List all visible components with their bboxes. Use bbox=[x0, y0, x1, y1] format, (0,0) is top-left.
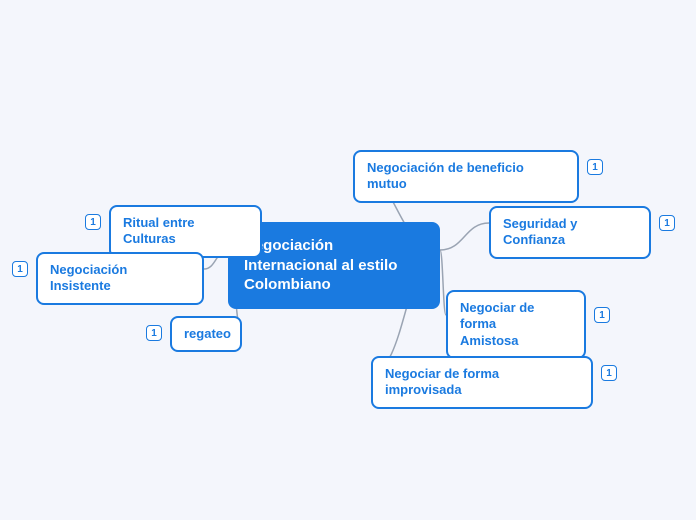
count-badge: 1 bbox=[659, 215, 675, 231]
mindmap-node[interactable]: Seguridad y Confianza bbox=[489, 206, 651, 259]
count-badge: 1 bbox=[594, 307, 610, 323]
count-badge: 1 bbox=[146, 325, 162, 341]
count-badge: 1 bbox=[587, 159, 603, 175]
mindmap-node[interactable]: regateo bbox=[170, 316, 242, 352]
count-badge: 1 bbox=[601, 365, 617, 381]
mindmap-node[interactable]: Ritual entre Culturas bbox=[109, 205, 262, 258]
connector-line bbox=[440, 223, 489, 250]
mindmap-node[interactable]: Negociar de forma Amistosa bbox=[446, 290, 586, 359]
mindmap-node[interactable]: Negociación de beneficio mutuo bbox=[353, 150, 579, 203]
count-badge: 1 bbox=[85, 214, 101, 230]
mindmap-node[interactable]: Negociación Insistente bbox=[36, 252, 204, 305]
mindmap-node[interactable]: Negociar de forma improvisada bbox=[371, 356, 593, 409]
count-badge: 1 bbox=[12, 261, 28, 277]
